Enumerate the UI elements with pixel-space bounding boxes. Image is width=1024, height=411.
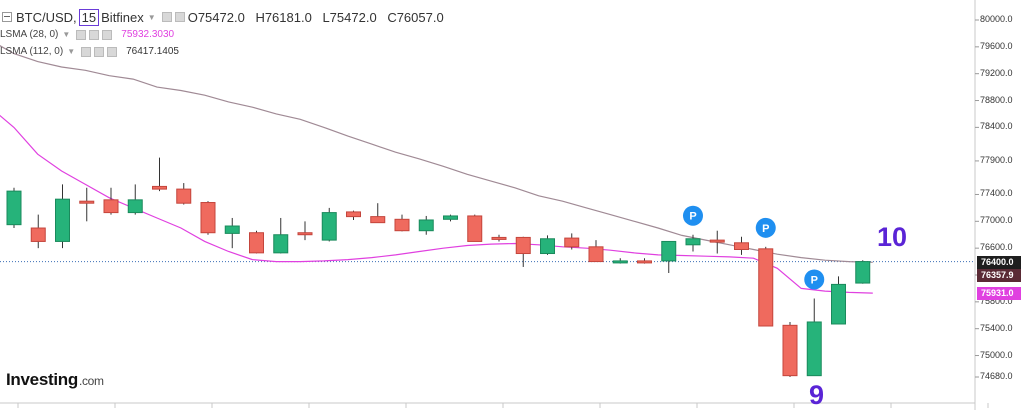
candle-body: [734, 242, 749, 251]
ohlc-values: O75472.0 H76181.0 L75472.0 C76057.0: [188, 10, 451, 25]
candle-body: [394, 218, 410, 232]
pivot-marker: [804, 269, 825, 290]
settings-icon[interactable]: [94, 46, 105, 57]
candle-body: [758, 248, 774, 327]
candle-body: [782, 324, 798, 377]
candle-body: [200, 202, 216, 234]
close-icon[interactable]: [107, 46, 118, 57]
price-axis-tick-label: 77000.0: [980, 215, 1013, 226]
interval-label[interactable]: 15: [78, 8, 100, 26]
indicator-label[interactable]: LSMA (28, 0): [0, 29, 59, 40]
candle-body: [515, 236, 531, 255]
candle-body: [418, 219, 434, 232]
pivot-label: P: [689, 211, 696, 223]
lsma-112-line: [0, 45, 873, 263]
close-value: C76057.0: [387, 9, 444, 25]
eye-icon[interactable]: [161, 12, 172, 22]
candle-body: [831, 283, 846, 325]
price-axis-tick-label: 78800.0: [980, 94, 1013, 105]
candle-body: [564, 237, 580, 248]
pivot-markers: P P P: [683, 205, 825, 290]
price-axis-tick-label: 75000.0: [980, 349, 1013, 360]
candle-body: [30, 227, 46, 242]
eye-icon[interactable]: [76, 29, 87, 40]
candle-body: [685, 238, 701, 246]
pivot-label: P: [811, 274, 818, 286]
price-axis-tick-label: 79600.0: [980, 40, 1013, 51]
eye-icon[interactable]: [81, 46, 92, 57]
investing-logo: Investing.com: [6, 370, 104, 389]
candle-body: [79, 200, 95, 204]
price-axis-tick-label: 77900.0: [980, 154, 1013, 165]
exchange-label: Bitfinex: [101, 9, 144, 25]
lsma-slow-price-tag: 76357.9: [977, 268, 1021, 282]
candle-body: [467, 215, 483, 242]
price-axis-tick-label: 77400.0: [980, 188, 1013, 199]
high-value: H76181.0: [255, 9, 312, 25]
indicator-row-lsma-112: LSMA (112, 0) ▼ 76417.1405: [0, 44, 179, 59]
candle-body: [370, 216, 386, 224]
price-axis-tick-label: 80000.0: [980, 14, 1013, 24]
pivot-marker: [755, 217, 776, 238]
low-value: L75472.0: [322, 9, 377, 25]
candles: [6, 157, 871, 377]
price-axis-tick-label: 76600.0: [980, 242, 1013, 253]
candle-body: [443, 215, 458, 220]
candle-body: [224, 225, 240, 234]
candle-body: [273, 234, 289, 254]
lsma-lines: [0, 45, 873, 294]
candle-body: [176, 188, 192, 204]
candle-body: [491, 236, 507, 240]
indicator-label[interactable]: LSMA (112, 0): [0, 46, 64, 57]
candle-body: [103, 199, 119, 214]
pivot-marker: [683, 205, 703, 226]
price-axis-tick-label: 75800.0: [980, 295, 1013, 306]
candle-body: [55, 198, 70, 242]
candle-body: [321, 212, 337, 241]
chart-grid: [0, 0, 989, 410]
candle-body: [709, 239, 725, 243]
candle-body: [637, 260, 652, 264]
price-axis-tick-label: 79200.0: [980, 67, 1013, 78]
candle-body: [346, 211, 361, 218]
candle-body: [152, 185, 167, 190]
candle-body: [127, 199, 143, 214]
candle-body: [249, 232, 264, 254]
symbol-row: BTC/USD, 15 Bitfinex ▼ O75472.0 H76181.0…: [0, 8, 451, 26]
settings-icon[interactable]: [89, 29, 100, 40]
indicator-value: 76417.1405: [126, 46, 179, 57]
candle-body: [612, 260, 628, 264]
chevron-down-icon[interactable]: ▼: [147, 12, 156, 22]
price-axis-tick-label: 78400.0: [980, 121, 1013, 132]
symbol-label[interactable]: BTC/USD,: [16, 9, 77, 25]
annotation-ten: 10: [877, 222, 908, 252]
candle-body: [6, 190, 22, 226]
settings-icon[interactable]: [174, 12, 185, 22]
collapse-icon[interactable]: [2, 12, 12, 22]
candle-body: [806, 321, 822, 377]
candle-body: [297, 232, 313, 236]
current-price-tag: 76400.0: [977, 255, 1021, 269]
price-axis-tick-label: 74680.0: [980, 371, 1013, 381]
pivot-label: P: [762, 223, 769, 235]
open-value: O75472.0: [187, 9, 245, 25]
close-icon[interactable]: [102, 29, 113, 40]
price-axis-tick-label: 75400.0: [980, 322, 1013, 333]
indicator-row-lsma-28: LSMA (28, 0) ▼ 75932.3030: [0, 27, 174, 42]
candle-body: [588, 246, 604, 263]
chevron-down-icon[interactable]: ▼: [62, 30, 71, 39]
candle-body: [855, 261, 871, 284]
indicator-value: 75932.3030: [121, 29, 175, 40]
annotation-nine: 9: [809, 380, 825, 410]
candle-body: [540, 238, 555, 255]
lsma-fast-price-tag: 75931.0: [977, 287, 1021, 301]
candle-body: [661, 240, 677, 262]
chevron-down-icon[interactable]: ▼: [67, 47, 76, 56]
